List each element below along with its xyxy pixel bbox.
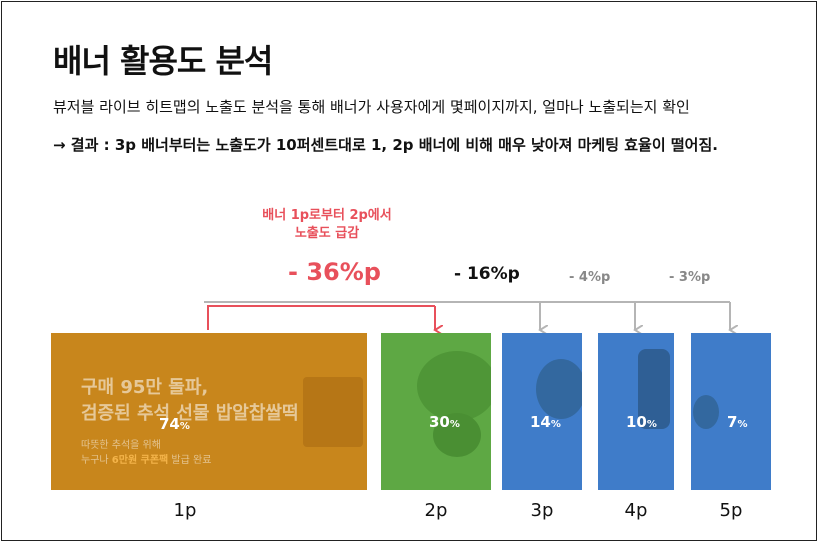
connector-red bbox=[207, 305, 435, 330]
result-text: → 결과 : 3p 배너부터는 노출도가 10퍼센트대로 1, 2p 배너에 비… bbox=[53, 136, 718, 154]
description-text: 뷰저블 라이브 히트맵의 노출도 분석을 통해 배너가 사용자에게 몇페이지까지… bbox=[53, 98, 690, 116]
value-label-1p: 74% bbox=[159, 415, 190, 433]
value-unit-2p: % bbox=[449, 419, 460, 430]
value-unit-4p: % bbox=[646, 419, 657, 430]
drop-label-4-5: - 3%p bbox=[669, 270, 711, 285]
value-number-2p: 30 bbox=[429, 413, 450, 431]
product-image-3p bbox=[536, 359, 582, 419]
banner1-subtext: 따뜻한 추석을 위해 누구나 6만원 쿠폰팩 발급 완료 bbox=[81, 438, 211, 468]
banner1-headline-line1: 구매 95만 돌파, bbox=[81, 377, 209, 398]
drop-label-2-3: - 16%p bbox=[454, 264, 520, 284]
rice-cake-image bbox=[417, 351, 491, 421]
page-label-1p: 1p bbox=[173, 500, 197, 521]
value-unit-3p: % bbox=[550, 419, 561, 430]
banner1-sub-line1: 따뜻한 추석을 위해 bbox=[81, 440, 161, 451]
banner-page-4: 10% bbox=[598, 333, 674, 490]
value-number-4p: 10 bbox=[626, 413, 647, 431]
value-unit-5p: % bbox=[737, 419, 748, 430]
drop-label-3-4: - 4%p bbox=[569, 270, 611, 285]
banner-page-2: 30% bbox=[381, 333, 491, 490]
rice-cake-image-2 bbox=[433, 413, 481, 457]
drop-annotation-line2: 노출도 급감 bbox=[294, 226, 360, 241]
banner-page-3: 14% bbox=[502, 333, 582, 490]
banner-page-1: 구매 95만 돌파, 검증된 추석 선물 밥알찹쌀떡 따뜻한 추석을 위해 누구… bbox=[51, 333, 367, 490]
value-label-3p: 14% bbox=[530, 413, 561, 431]
drop-annotation-line1: 배너 1p로부터 2p에서 bbox=[262, 208, 392, 223]
banner1-sub-line2-highlight: 6만원 쿠폰팩 bbox=[111, 455, 169, 466]
value-number-5p: 7 bbox=[727, 413, 738, 431]
value-unit-1p: % bbox=[179, 421, 190, 432]
value-number-1p: 74 bbox=[159, 415, 180, 433]
page-label-3p: 3p bbox=[530, 500, 554, 521]
value-number-3p: 14 bbox=[530, 413, 551, 431]
page-label-4p: 4p bbox=[624, 500, 648, 521]
value-label-2p: 30% bbox=[429, 413, 460, 431]
banner1-headline-line2: 검증된 추석 선물 밥알찹쌀떡 bbox=[81, 403, 299, 424]
banner-page-5: 7% bbox=[691, 333, 771, 490]
drop-annotation: 배너 1p로부터 2p에서 노출도 급감 bbox=[252, 207, 402, 243]
drop-label-1-2: - 36%p bbox=[288, 258, 381, 286]
page-label-2p: 2p bbox=[424, 500, 448, 521]
product-image-5p bbox=[693, 395, 719, 429]
banner1-sub-line2-b: 발급 완료 bbox=[168, 455, 212, 466]
product-image-4p bbox=[638, 349, 670, 429]
page-label-5p: 5p bbox=[719, 500, 743, 521]
banner1-headline: 구매 95만 돌파, 검증된 추석 선물 밥알찹쌀떡 bbox=[81, 375, 299, 427]
banner1-sub-line2-a: 누구나 bbox=[81, 455, 112, 466]
banner1-sub-line2: 누구나 6만원 쿠폰팩 발급 완료 bbox=[81, 453, 211, 468]
page-title: 배너 활용도 분석 bbox=[53, 42, 273, 80]
value-label-4p: 10% bbox=[626, 413, 657, 431]
value-label-5p: 7% bbox=[727, 413, 747, 431]
gift-box-image bbox=[303, 377, 363, 447]
